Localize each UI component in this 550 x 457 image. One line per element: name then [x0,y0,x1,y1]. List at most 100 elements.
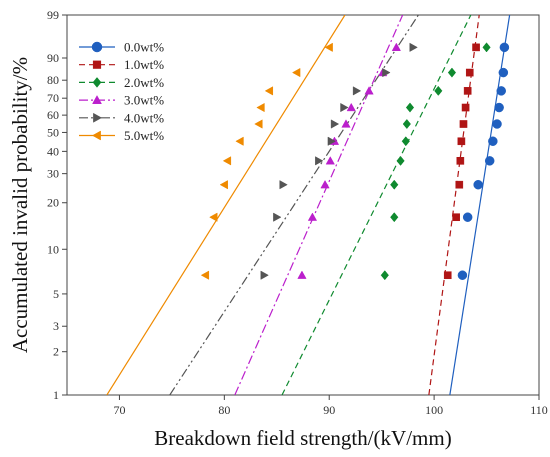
data-point-5-0wt [200,270,210,280]
data-point-3-0wt [325,156,335,165]
data-point-2-0wt [380,270,389,281]
data-point-3-0wt [364,86,374,95]
data-point-4-0wt [260,270,269,280]
data-point-1-0wt [456,157,465,165]
y-tick-label: 70 [47,91,59,105]
x-tick-label: 90 [323,403,335,417]
data-point-4-0wt [273,212,282,222]
data-point-2-0wt [402,118,411,130]
data-point-3-0wt [391,42,401,51]
data-point-2-0wt [396,155,405,166]
data-point-5-0wt [291,67,301,78]
legend-marker-3-0wt [92,95,102,104]
y-tick-label: 2 [53,345,59,359]
data-point-1-0wt [463,87,472,95]
data-point-1-0wt [461,103,470,112]
data-point-3-0wt [297,270,307,279]
legend-label-1-0wt: 1.0wt% [124,57,164,72]
y-tick-label: 90 [47,51,59,65]
data-point-0-0wt [473,179,483,190]
y-tick-label: 50 [47,125,59,139]
x-axis: 70 80 90 100 110 [113,395,548,417]
data-point-1-0wt [457,137,466,146]
data-point-5-0wt [256,102,265,113]
data-point-0-0wt [496,86,506,96]
y-tick-label: 5 [53,287,59,301]
data-point-5-0wt [235,136,244,146]
y-tick-label: 30 [47,167,59,181]
data-point-5-0wt [219,180,228,190]
y-tick-label: 3 [53,319,59,333]
y-tick-label: 10 [47,242,59,256]
y-tick-label: 1 [53,388,59,402]
data-point-0-0wt [484,156,495,166]
legend: 0.0wt% 1.0wt% 2.0wt% 3.0wt% 4.0wt% 5.0wt% [79,40,164,143]
y-tick-label: 80 [47,73,59,87]
fit-line-5-0wt [106,15,346,395]
legend-label-2-0wt: 2.0wt% [124,75,164,90]
data-point-1-0wt [443,271,452,280]
legend-label-4-0wt: 4.0wt% [124,110,164,125]
data-points [200,42,510,281]
fit-line-3-0wt [234,15,404,395]
fit-line-1-0wt [428,15,480,395]
fit-lines [106,15,511,395]
data-point-0-0wt [498,67,509,78]
data-point-5-0wt [324,42,333,52]
data-point-1-0wt [455,180,464,189]
data-point-0-0wt [494,102,504,113]
data-point-3-0wt [320,179,330,189]
data-point-4-0wt [352,86,362,96]
legend-marker-1-0wt [92,60,102,69]
data-point-5-0wt [222,156,232,166]
data-point-2-0wt [434,85,443,96]
data-point-2-0wt [447,67,457,78]
legend-marker-0-0wt [91,41,103,53]
data-point-2-0wt [401,136,410,147]
fit-line-0-0wt [449,15,511,395]
data-point-3-0wt [346,102,356,112]
legend-label-3-0wt: 3.0wt% [124,93,164,108]
data-point-4-0wt [382,67,391,78]
data-point-2-0wt [482,42,491,53]
legend-marker-5-0wt [91,130,101,141]
legend-label-5-0wt: 5.0wt% [124,128,164,143]
fit-line-4-0wt [169,15,419,395]
y-tick-label: 40 [47,144,59,158]
data-point-4-0wt [279,180,288,190]
data-point-4-0wt [327,136,337,146]
x-axis-title: Breakdown field strength/(kV/mm) [154,426,451,450]
data-point-4-0wt [409,42,418,52]
fit-line-2-0wt [281,15,472,395]
y-tick-label: 99 [47,8,59,22]
data-point-5-0wt [254,119,263,129]
legend-marker-4-0wt [93,112,103,123]
data-point-0-0wt [457,270,468,280]
data-point-1-0wt [459,120,468,128]
data-point-4-0wt [315,156,324,166]
data-point-0-0wt [462,212,473,222]
y-axis-title: Accumulated invalid probability/% [8,57,32,353]
x-tick-label: 100 [425,403,443,417]
legend-marker-2-0wt [92,77,102,88]
data-point-5-0wt [264,86,274,96]
y-tick-label: 20 [47,196,59,210]
data-point-0-0wt [499,42,510,53]
data-point-4-0wt [340,102,349,113]
y-tick-label: 60 [47,108,59,122]
plot-frame [66,14,540,396]
x-tick-label: 70 [113,403,125,417]
data-point-2-0wt [390,179,399,190]
y-axis: 1 2 3 5 10 20 30 40 50 60 70 80 90 99 [47,8,67,402]
data-point-3-0wt [341,119,351,128]
data-point-2-0wt [390,212,399,223]
x-tick-label: 110 [530,403,548,417]
data-point-1-0wt [452,213,460,222]
x-tick-label: 80 [218,403,230,417]
data-point-3-0wt [307,212,318,221]
data-point-2-0wt [405,102,415,113]
data-point-4-0wt [330,119,340,129]
data-point-0-0wt [488,136,498,146]
data-point-0-0wt [492,119,502,129]
